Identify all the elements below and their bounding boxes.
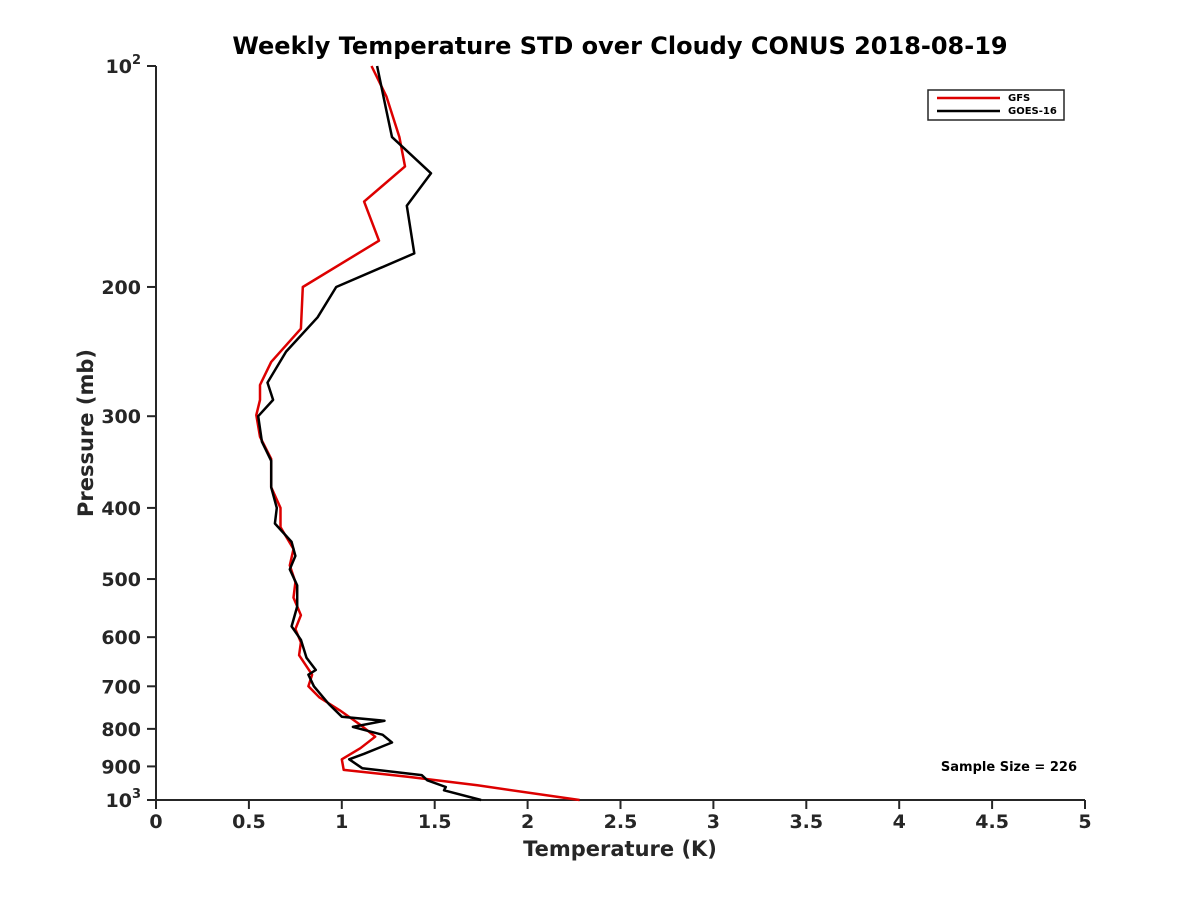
y-tick-label: 300 [101, 406, 141, 428]
legend: GFS GOES-16 [927, 89, 1065, 121]
y-tick-label: 900 [101, 756, 141, 778]
y-tick-label: 600 [101, 627, 141, 649]
x-tick-label: 0 [149, 811, 162, 833]
y-tick-exponent: 3 [132, 787, 141, 802]
x-tick-label: 1.5 [418, 811, 452, 833]
x-tick-label: 4.5 [975, 811, 1009, 833]
legend-label-goes16: GOES-16 [1008, 106, 1057, 117]
series-line-goes16 [256, 65, 482, 802]
y-tick-base: 10 [106, 56, 132, 78]
y-tick-label: 400 [101, 498, 141, 520]
y-tick-label: 500 [101, 569, 141, 591]
y-tick-label: 700 [101, 676, 141, 698]
y-axis-label: Pressure (mb) [74, 349, 98, 517]
series-line-gfs [255, 65, 580, 802]
y-tick-base: 10 [106, 790, 132, 812]
y-tick-label: 103 [106, 787, 142, 812]
x-tick-label: 0.5 [232, 811, 266, 833]
chart-title: Weekly Temperature STD over Cloudy CONUS… [232, 32, 1007, 60]
x-ticks: 0 0.5 1 1.5 2 2.5 3 3.5 4 4.5 5 [149, 800, 1092, 833]
x-tick-label: 2 [521, 811, 534, 833]
x-tick-label: 3.5 [789, 811, 823, 833]
x-tick-label: 1 [335, 811, 348, 833]
x-axis-label: Temperature (K) [523, 837, 717, 861]
legend-label-gfs: GFS [1008, 93, 1030, 104]
x-tick-label: 2.5 [604, 811, 638, 833]
y-tick-exponent: 2 [132, 53, 141, 68]
x-tick-label: 3 [707, 811, 720, 833]
y-tick-label: 200 [101, 277, 141, 299]
x-tick-label: 5 [1078, 811, 1091, 833]
axes [155, 66, 1085, 801]
sample-size-annotation: Sample Size = 226 [941, 760, 1077, 775]
y-tick-label: 800 [101, 719, 141, 741]
legend-box [927, 89, 1065, 121]
x-tick-label: 4 [893, 811, 906, 833]
series-layer [255, 65, 580, 802]
y-tick-label: 102 [106, 53, 142, 78]
